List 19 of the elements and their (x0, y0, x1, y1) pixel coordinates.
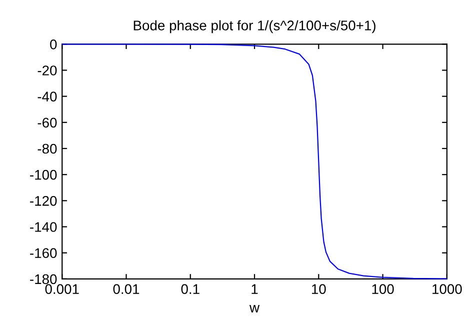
x-axis-title: w (249, 305, 260, 312)
y-tick-label: -20 (38, 66, 57, 76)
x-tick-label: 1 (252, 284, 258, 294)
y-tick-label: -100 (30, 170, 57, 180)
y-tick-label: -60 (38, 118, 57, 128)
x-tick-label: 10 (312, 284, 326, 294)
y-tick-label: -40 (38, 92, 57, 102)
x-tick-label: 100 (372, 284, 394, 294)
y-tick-label: 0 (50, 39, 57, 50)
y-tick-label: -80 (38, 144, 57, 154)
y-tick-label: -160 (30, 248, 57, 258)
x-tick-label: 1000 (432, 284, 462, 294)
y-tick-label: -140 (30, 222, 57, 232)
x-tick-label: 0.001 (45, 284, 79, 294)
x-tick-label: 0.01 (113, 284, 140, 294)
y-tick-label: -180 (30, 274, 57, 284)
chart-title: Bode phase plot for 1/(s^2/100+s/50+1) (134, 20, 376, 34)
y-tick-label: -120 (30, 196, 57, 206)
x-tick-label: 0.1 (181, 284, 200, 294)
